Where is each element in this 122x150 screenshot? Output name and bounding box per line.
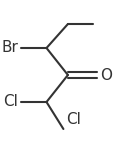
Text: Cl: Cl	[66, 112, 81, 128]
Text: O: O	[101, 68, 113, 82]
Text: Br: Br	[1, 40, 18, 56]
Text: Cl: Cl	[3, 94, 18, 110]
